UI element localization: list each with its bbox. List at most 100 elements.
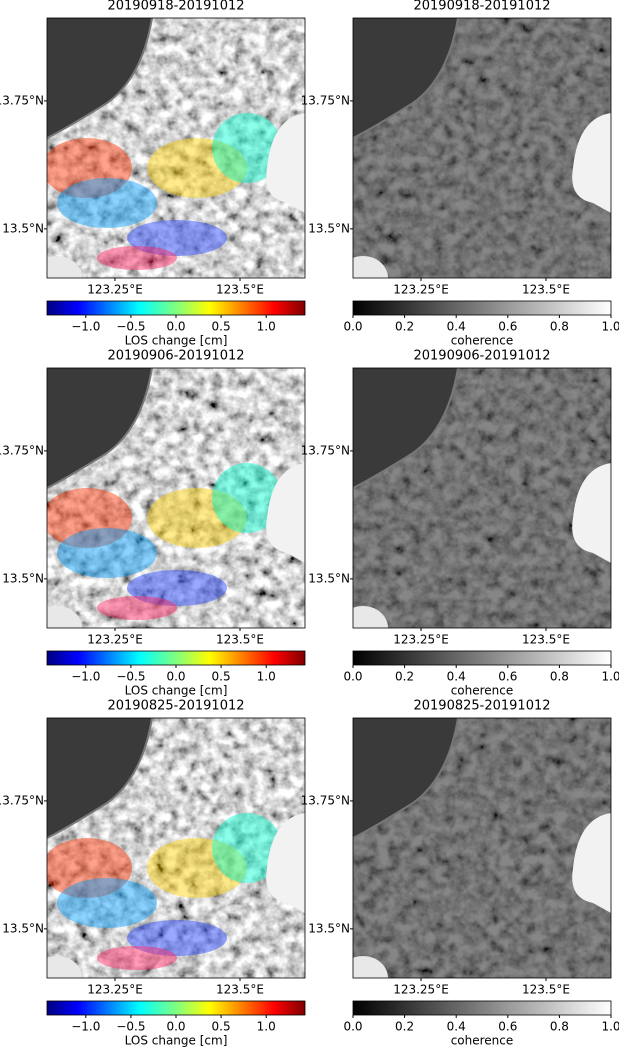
- phase-fringe: [147, 838, 247, 898]
- colorbar-tick-label: 1.0: [601, 670, 619, 684]
- map-image: [47, 18, 305, 278]
- colorbar: [352, 1000, 612, 1016]
- panel-title: 20190918-20191012: [413, 0, 550, 14]
- colorbar: [352, 300, 612, 316]
- colorbar-label: LOS change [cm]: [125, 1034, 228, 1048]
- colorbar-tick-label: 0.4: [447, 320, 466, 334]
- sea-corner: [353, 606, 388, 628]
- phase-fringe: [212, 813, 282, 883]
- colorbar-tick-label: −1.0: [71, 670, 100, 684]
- colorbar-tick-label: 0.8: [550, 1020, 569, 1034]
- sea-shore: [47, 368, 153, 489]
- colorbar: [46, 1000, 306, 1016]
- colorbar: [46, 300, 306, 316]
- colorbar-tick-label: 0.6: [498, 320, 517, 334]
- phase-fringe: [147, 488, 247, 548]
- map-frame: [46, 717, 306, 979]
- x-tick-label: 123.25°E: [87, 633, 143, 647]
- phase-fringe: [212, 463, 282, 533]
- colorbar-tick-label: 0.0: [343, 670, 362, 684]
- x-tick-label: 123.25°E: [393, 983, 449, 997]
- colorbar-tick-label: −0.5: [116, 670, 145, 684]
- map-frame: [352, 367, 612, 629]
- colorbar-tick-label: −0.5: [116, 320, 145, 334]
- colorbar-tick-label: 0.5: [212, 320, 231, 334]
- map-frame: [352, 17, 612, 279]
- map-frame: [46, 17, 306, 279]
- x-tick-label: 123.25°E: [87, 983, 143, 997]
- map-frame: [352, 717, 612, 979]
- panel-title: 20190825-20191012: [107, 699, 244, 714]
- colorbar-tick-label: −1.0: [71, 1020, 100, 1034]
- colorbar-tick-label: −1.0: [71, 320, 100, 334]
- y-tick-label: 13.5°N: [308, 571, 350, 585]
- x-tick-label: 123.25°E: [393, 633, 449, 647]
- colorbar: [46, 650, 306, 666]
- map-panel: 20190825-20191012 123.25°E 123.5°E 13.75°N 1…: [0, 699, 306, 1048]
- phase-fringe: [57, 178, 157, 228]
- map-panel: 20190906-20191012 123.25°E 123.5°E 13.75°N 1…: [0, 349, 306, 698]
- sea-shore: [353, 18, 459, 139]
- sea-corner: [353, 956, 388, 978]
- bay: [266, 813, 305, 913]
- colorbar-tick-label: 0.4: [447, 670, 466, 684]
- map-panel: 20190825-20191012 123.25°E 123.5°E 13.75°N 1…: [301, 699, 619, 1048]
- sea-corner: [353, 256, 388, 278]
- map-image: [353, 368, 611, 628]
- phase-fringe: [97, 946, 177, 970]
- colorbar-label: coherence: [451, 1034, 514, 1048]
- phase-fringe: [47, 138, 132, 198]
- colorbar-label: LOS change [cm]: [125, 684, 228, 698]
- sea-shore: [47, 718, 153, 839]
- sea-corner: [47, 256, 82, 278]
- y-tick-label: 13.75°N: [0, 93, 44, 107]
- colorbar-tick-label: 0.5: [212, 670, 231, 684]
- x-tick-label: 123.5°E: [522, 983, 570, 997]
- colorbar-tick-label: 0.8: [550, 670, 569, 684]
- y-tick-label: 13.5°N: [2, 571, 44, 585]
- y-tick-label: 13.5°N: [308, 221, 350, 235]
- y-tick-label: 13.5°N: [308, 921, 350, 935]
- colorbar-tick-label: 0.0: [166, 1020, 185, 1034]
- colorbar-tick-label: 1.0: [257, 320, 276, 334]
- x-tick-label: 123.25°E: [393, 283, 449, 297]
- panel-title: 20190906-20191012: [413, 349, 550, 364]
- colorbar: [352, 650, 612, 666]
- phase-fringe: [127, 220, 227, 256]
- bay: [572, 463, 611, 563]
- y-tick-label: 13.5°N: [2, 221, 44, 235]
- phase-fringe: [127, 570, 227, 606]
- panel-title: 20190918-20191012: [107, 0, 244, 14]
- map-image: [353, 718, 611, 978]
- colorbar-tick-label: −0.5: [116, 1020, 145, 1034]
- phase-fringe: [97, 246, 177, 270]
- colorbar-tick-label: 0.0: [166, 670, 185, 684]
- map-panel: 20190918-20191012 123.25°E 123.5°E 13.75°N 1…: [301, 0, 619, 348]
- colorbar-tick-label: 0.2: [395, 670, 414, 684]
- colorbar-tick-label: 1.0: [257, 670, 276, 684]
- y-tick-label: 13.5°N: [2, 921, 44, 935]
- sea: [353, 18, 458, 138]
- panel-title: 20190825-20191012: [413, 699, 550, 714]
- x-tick-label: 123.5°E: [216, 283, 264, 297]
- x-tick-label: 123.5°E: [522, 283, 570, 297]
- sea-shore: [353, 718, 459, 839]
- phase-fringe: [57, 528, 157, 578]
- x-tick-label: 123.5°E: [216, 983, 264, 997]
- map-image: [353, 18, 611, 278]
- sea: [353, 368, 458, 488]
- map-panel: 20190906-20191012 123.25°E 123.5°E 13.75°N 1…: [301, 349, 619, 698]
- bay: [266, 113, 305, 213]
- phase-fringe: [212, 113, 282, 183]
- y-tick-label: 13.75°N: [301, 443, 350, 457]
- colorbar-label: LOS change [cm]: [125, 334, 228, 348]
- colorbar-tick-label: 0.2: [395, 320, 414, 334]
- sea-corner: [47, 956, 82, 978]
- map-frame: [46, 367, 306, 629]
- colorbar-tick-label: 0.6: [498, 670, 517, 684]
- colorbar-tick-label: 0.8: [550, 320, 569, 334]
- colorbar-tick-label: 1.0: [257, 1020, 276, 1034]
- sea-corner: [47, 606, 82, 628]
- bay: [572, 813, 611, 913]
